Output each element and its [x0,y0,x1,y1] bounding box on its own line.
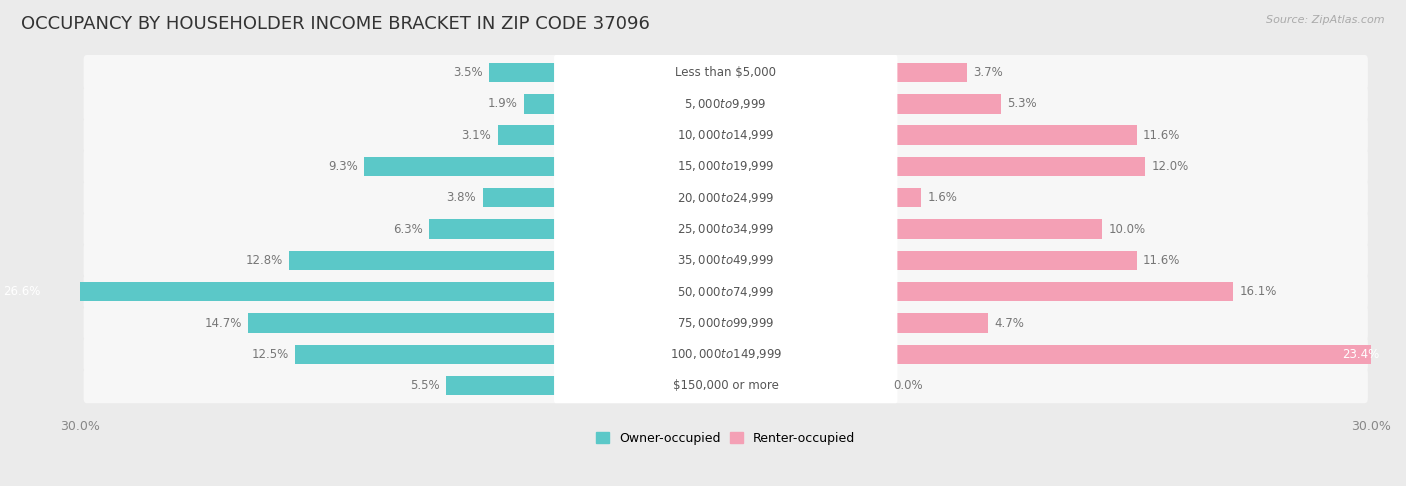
Text: 1.6%: 1.6% [928,191,957,204]
Text: $25,000 to $34,999: $25,000 to $34,999 [678,222,775,236]
Text: 12.5%: 12.5% [252,348,290,361]
FancyBboxPatch shape [554,337,897,372]
Text: 16.1%: 16.1% [1240,285,1277,298]
Text: 23.4%: 23.4% [1343,348,1379,361]
Legend: Owner-occupied, Renter-occupied: Owner-occupied, Renter-occupied [592,427,860,450]
Text: 5.3%: 5.3% [1008,97,1038,110]
Bar [887,313,988,333]
Bar [887,188,921,208]
Bar [249,313,564,333]
FancyBboxPatch shape [554,118,897,153]
Bar [0,282,564,301]
FancyBboxPatch shape [83,243,1368,278]
FancyBboxPatch shape [83,306,1368,341]
FancyBboxPatch shape [554,274,897,309]
Text: $100,000 to $149,999: $100,000 to $149,999 [669,347,782,362]
Text: Less than $5,000: Less than $5,000 [675,66,776,79]
FancyBboxPatch shape [554,368,897,403]
FancyBboxPatch shape [83,180,1368,215]
Text: $35,000 to $49,999: $35,000 to $49,999 [678,253,775,267]
Text: 6.3%: 6.3% [392,223,422,236]
FancyBboxPatch shape [83,274,1368,309]
Bar [887,251,1136,270]
Bar [482,188,564,208]
FancyBboxPatch shape [83,87,1368,122]
Text: 3.8%: 3.8% [447,191,477,204]
Text: 3.1%: 3.1% [461,129,491,141]
Text: 1.9%: 1.9% [488,97,517,110]
Text: $20,000 to $24,999: $20,000 to $24,999 [678,191,775,205]
Text: $5,000 to $9,999: $5,000 to $9,999 [685,97,768,111]
FancyBboxPatch shape [83,118,1368,153]
Text: 12.0%: 12.0% [1152,160,1189,173]
Text: 11.6%: 11.6% [1143,254,1181,267]
FancyBboxPatch shape [83,337,1368,372]
Bar [887,94,1001,114]
Text: 9.3%: 9.3% [328,160,359,173]
Text: $10,000 to $14,999: $10,000 to $14,999 [678,128,775,142]
Text: 0.0%: 0.0% [893,379,924,392]
Bar [887,63,967,82]
Bar [887,219,1102,239]
Bar [523,94,564,114]
Bar [887,157,1146,176]
Bar [295,345,564,364]
Bar [446,376,564,396]
Bar [290,251,564,270]
Text: 14.7%: 14.7% [204,316,242,330]
Text: 26.6%: 26.6% [3,285,41,298]
Bar [498,125,564,145]
FancyBboxPatch shape [554,306,897,341]
Text: $15,000 to $19,999: $15,000 to $19,999 [678,159,775,174]
Bar [887,345,1391,364]
Text: 11.6%: 11.6% [1143,129,1181,141]
Text: 12.8%: 12.8% [245,254,283,267]
FancyBboxPatch shape [83,211,1368,246]
FancyBboxPatch shape [554,55,897,90]
FancyBboxPatch shape [554,149,897,184]
Text: $50,000 to $74,999: $50,000 to $74,999 [678,285,775,299]
FancyBboxPatch shape [83,55,1368,90]
Text: $150,000 or more: $150,000 or more [673,379,779,392]
FancyBboxPatch shape [83,149,1368,184]
Text: OCCUPANCY BY HOUSEHOLDER INCOME BRACKET IN ZIP CODE 37096: OCCUPANCY BY HOUSEHOLDER INCOME BRACKET … [21,15,650,33]
Text: 4.7%: 4.7% [994,316,1025,330]
Bar [429,219,564,239]
FancyBboxPatch shape [83,368,1368,403]
Text: Source: ZipAtlas.com: Source: ZipAtlas.com [1267,15,1385,25]
FancyBboxPatch shape [554,243,897,278]
Bar [887,282,1233,301]
Text: 5.5%: 5.5% [411,379,440,392]
FancyBboxPatch shape [554,180,897,215]
FancyBboxPatch shape [554,211,897,246]
Text: $75,000 to $99,999: $75,000 to $99,999 [678,316,775,330]
Bar [364,157,564,176]
Text: 3.5%: 3.5% [453,66,482,79]
Text: 10.0%: 10.0% [1108,223,1146,236]
Bar [489,63,564,82]
Bar [887,125,1136,145]
Text: 3.7%: 3.7% [973,66,1002,79]
FancyBboxPatch shape [554,87,897,122]
